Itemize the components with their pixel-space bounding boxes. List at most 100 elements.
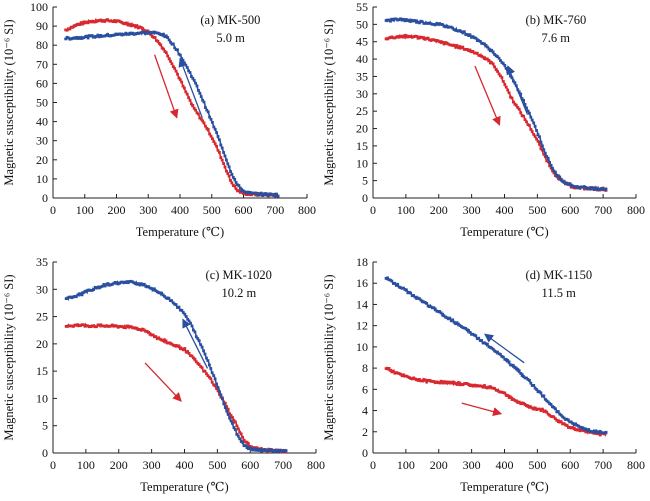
cooling-data-point <box>97 35 101 39</box>
heating-data-point <box>76 323 80 327</box>
heating-data-point <box>516 106 520 109</box>
heating-data-point <box>201 119 204 123</box>
x-tick-label: 0 <box>370 203 376 217</box>
heating-data-point <box>481 55 485 59</box>
heating-data-point <box>426 36 430 40</box>
heating-data-point <box>501 391 505 394</box>
cooling-data-point <box>231 176 235 179</box>
heating-data-point <box>176 344 179 348</box>
heating-data-point <box>103 325 107 328</box>
heating-data-point <box>245 193 249 196</box>
cooling-data-point <box>399 286 402 290</box>
cooling-data-point <box>151 288 155 292</box>
heating-data-point <box>506 394 510 397</box>
cooling-data-point <box>174 303 178 306</box>
cooling-data-point <box>225 409 229 413</box>
cooling-data-point <box>163 295 166 298</box>
heating-data-point <box>480 54 483 58</box>
heating-data-point <box>509 95 512 99</box>
heating-data-point <box>199 117 203 121</box>
cooling-data-point <box>244 444 247 447</box>
heating-data-point <box>461 45 465 49</box>
y-tick-label: 50 <box>356 17 368 31</box>
cooling-data-point <box>543 151 547 155</box>
heating-data-point <box>536 407 540 411</box>
heating-data-point <box>208 132 211 136</box>
heating-data-point <box>151 333 155 337</box>
x-tick-label: 300 <box>139 203 157 217</box>
cooling-data-point <box>241 440 244 444</box>
heating-data-point <box>465 48 469 51</box>
cooling-data-point <box>480 41 483 45</box>
heating-data-point <box>190 102 193 106</box>
cooling-data-point <box>173 302 176 306</box>
heating-data-point <box>514 399 518 403</box>
heating-data-point <box>193 357 197 361</box>
cooling-data-point <box>116 282 120 286</box>
cooling-data-point <box>261 193 265 197</box>
panel-label: (c) MK-1020 <box>206 268 272 282</box>
y-tick-label: 20 <box>356 122 368 136</box>
cooling-data-point <box>604 187 608 191</box>
cooling-data-point <box>177 305 181 309</box>
cooling-data-point <box>571 422 575 425</box>
y-tick-label: 14 <box>356 297 368 311</box>
cooling-data-point <box>567 418 570 422</box>
heating-data-point <box>406 375 410 379</box>
cooling-data-point <box>419 298 423 302</box>
panel-label: (d) MK-1150 <box>526 268 593 282</box>
cooling-data-point <box>213 377 217 381</box>
heating-data-point <box>226 407 230 411</box>
cooling-data-point <box>76 293 80 297</box>
x-tick-label: 300 <box>143 458 161 472</box>
cooling-data-point <box>141 283 145 287</box>
heating-data-point <box>458 383 462 387</box>
cooling-data-point <box>418 297 421 301</box>
cooling-data-point <box>439 311 443 315</box>
cooling-data-point <box>284 449 288 452</box>
cooling-data-point <box>390 279 394 283</box>
cooling-data-point <box>96 33 100 37</box>
cooling-data-point <box>490 346 494 350</box>
cooling-data-point <box>528 379 531 382</box>
heating-data-point <box>442 380 446 383</box>
cooling-data-point <box>180 309 184 312</box>
cooling-data-point <box>203 352 207 356</box>
heating-data-point <box>131 24 135 27</box>
cooling-data-point <box>274 448 278 452</box>
heating-data-point <box>181 84 185 88</box>
cooling-data-point <box>504 358 508 361</box>
cooling-data-point <box>150 287 153 290</box>
heating-data-point <box>438 381 442 385</box>
cooling-data-point <box>471 332 475 336</box>
heating-data-point <box>237 189 241 192</box>
heating-data-point <box>396 35 400 38</box>
cooling-data-point <box>222 402 226 406</box>
cooling-data-point <box>179 308 182 312</box>
cooling-data-point <box>483 341 486 345</box>
heating-data-point <box>468 48 472 52</box>
cooling-data-point <box>200 345 204 349</box>
heating-data-point <box>191 104 195 107</box>
heating-data-point <box>227 174 231 178</box>
cooling-data-point <box>80 293 84 297</box>
cooling-data-point <box>425 21 429 25</box>
heating-data-point <box>154 335 158 338</box>
cooling-data-point <box>549 403 553 406</box>
heating-data-point <box>206 374 210 378</box>
heating-data-point <box>155 337 159 341</box>
heating-data-point <box>561 422 564 426</box>
cooling-data-point <box>229 170 232 173</box>
heating-data-point <box>231 184 235 187</box>
heating-data-point <box>458 45 462 48</box>
heating-data-point <box>205 127 209 130</box>
cooling-data-point <box>396 18 400 22</box>
cooling-data-point <box>548 160 551 164</box>
heating-data-point <box>532 407 536 411</box>
heating-data-point <box>189 354 192 357</box>
cooling-data-point <box>587 186 591 190</box>
heating-data-point <box>454 45 457 49</box>
chart-panel-4: 0 100 200 300 400 500 600 700 800 0 2 4 6 8 10 12 14 16 18… <box>322 255 645 494</box>
heating-data-point <box>213 384 217 388</box>
heating-data-point <box>68 27 72 31</box>
